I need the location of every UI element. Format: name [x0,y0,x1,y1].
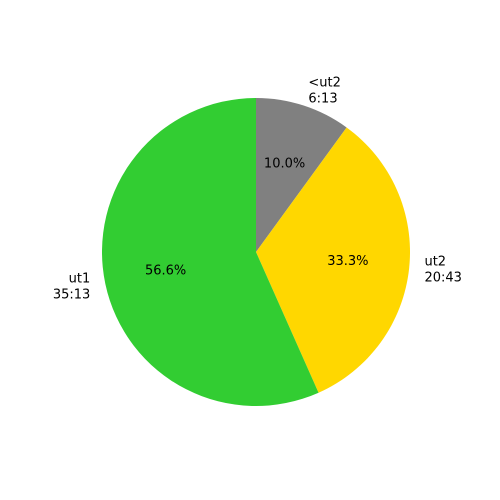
pct-label: 10.0% [264,157,305,172]
slice-name: <ut2 [308,75,341,90]
pct-label: 33.3% [327,254,368,269]
slice-duration: 6:13 [308,91,337,106]
slice-duration: 35:13 [53,288,90,303]
pie-slice [256,98,347,252]
pie-slice [101,97,319,406]
pie-slice [256,127,410,393]
slice-duration: 20:43 [424,270,461,285]
pct-label: 56.6% [145,264,186,279]
slice-name: ut2 [424,254,446,269]
slice-name: ut1 [69,272,91,287]
